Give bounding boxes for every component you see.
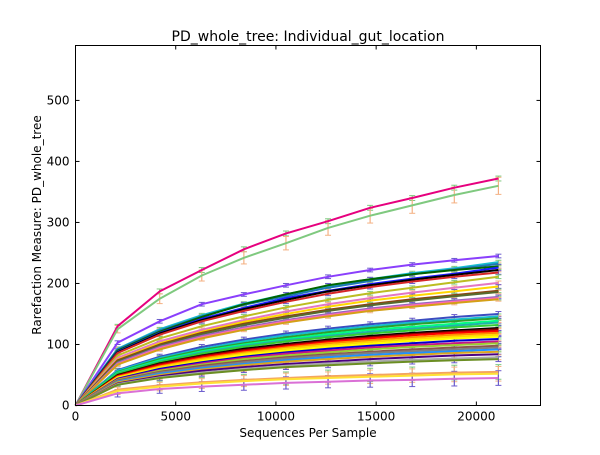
series-line [74, 255, 499, 407]
series-line [74, 298, 499, 407]
error-bar [495, 370, 502, 386]
series-line [75, 370, 499, 407]
chart-title: PD_whole_tree: Individual_gut_location [172, 29, 445, 45]
y-tick-label: 0 [62, 399, 70, 413]
series-line [74, 275, 499, 407]
x-tick-label: 15000 [357, 410, 395, 424]
series-line [74, 177, 499, 406]
series-line [74, 295, 499, 407]
x-tick-label: 5000 [160, 410, 191, 424]
series-line [75, 350, 499, 407]
y-tick-label: 100 [47, 337, 70, 351]
series-line [74, 291, 499, 407]
series-line [75, 377, 499, 407]
series-line [75, 372, 499, 407]
axis-ticks: 0 5000 10000 15000 20000 0 100 200 300 400 500 [47, 45, 541, 424]
series-line [74, 281, 499, 407]
error-bar [495, 274, 502, 280]
series-line [74, 324, 499, 407]
chart-marks [74, 175, 502, 407]
x-tick-label: 20000 [457, 410, 495, 424]
series-line [74, 289, 499, 407]
y-tick-label: 300 [47, 215, 70, 229]
series-line [74, 184, 499, 406]
y-tick-label: 200 [47, 276, 70, 290]
error-bar [495, 284, 502, 289]
plot-frame [75, 45, 541, 406]
x-tick-label: 0 [72, 410, 80, 424]
series-line [74, 315, 499, 407]
series-line [74, 271, 499, 407]
y-tick-label: 500 [47, 93, 70, 107]
series-line [74, 319, 499, 407]
series-line [74, 297, 499, 407]
series-line [75, 358, 499, 407]
x-tick-label: 10000 [257, 410, 295, 424]
y-tick-label: 400 [47, 154, 70, 168]
error-bar [495, 176, 502, 195]
x-axis-label: Sequences Per Sample [239, 426, 376, 440]
y-axis-label: Rarefaction Measure: PD_whole_tree [30, 115, 44, 334]
error-bar [495, 253, 502, 259]
series-line [74, 265, 499, 407]
